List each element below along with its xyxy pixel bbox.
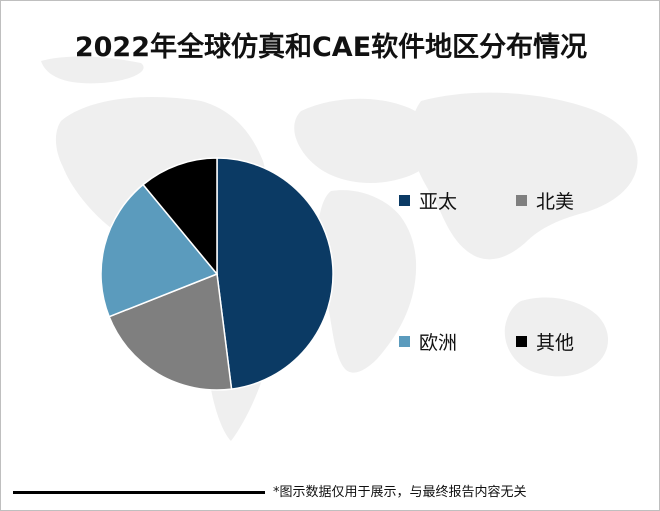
footer-divider	[13, 491, 265, 494]
pie-slice-asia-pacific	[216, 157, 334, 390]
legend-label: 其他	[536, 332, 575, 354]
legend-item-europe: 欧洲	[399, 328, 457, 355]
pie-slice-north-america	[108, 272, 233, 391]
legend-label: 北美	[536, 191, 575, 213]
legend-label: 欧洲	[419, 332, 458, 354]
legend-item-other: 其他	[516, 328, 574, 355]
footer-note: *图示数据仅用于展示，与最终报告内容无关	[273, 485, 527, 500]
legend-swatch	[516, 195, 527, 206]
legend-label: 亚太	[419, 191, 458, 213]
legend-swatch	[399, 336, 410, 347]
legend-item-north-america: 北美	[516, 187, 574, 214]
chart-title: 2022年全球仿真和CAE软件地区分布情况	[74, 32, 588, 63]
legend-swatch	[516, 336, 527, 347]
legend-item-asia-pacific: 亚太	[399, 187, 457, 214]
pie-slice-europe	[100, 183, 219, 318]
legend-swatch	[399, 195, 410, 206]
pie-slice-other	[142, 157, 218, 277]
